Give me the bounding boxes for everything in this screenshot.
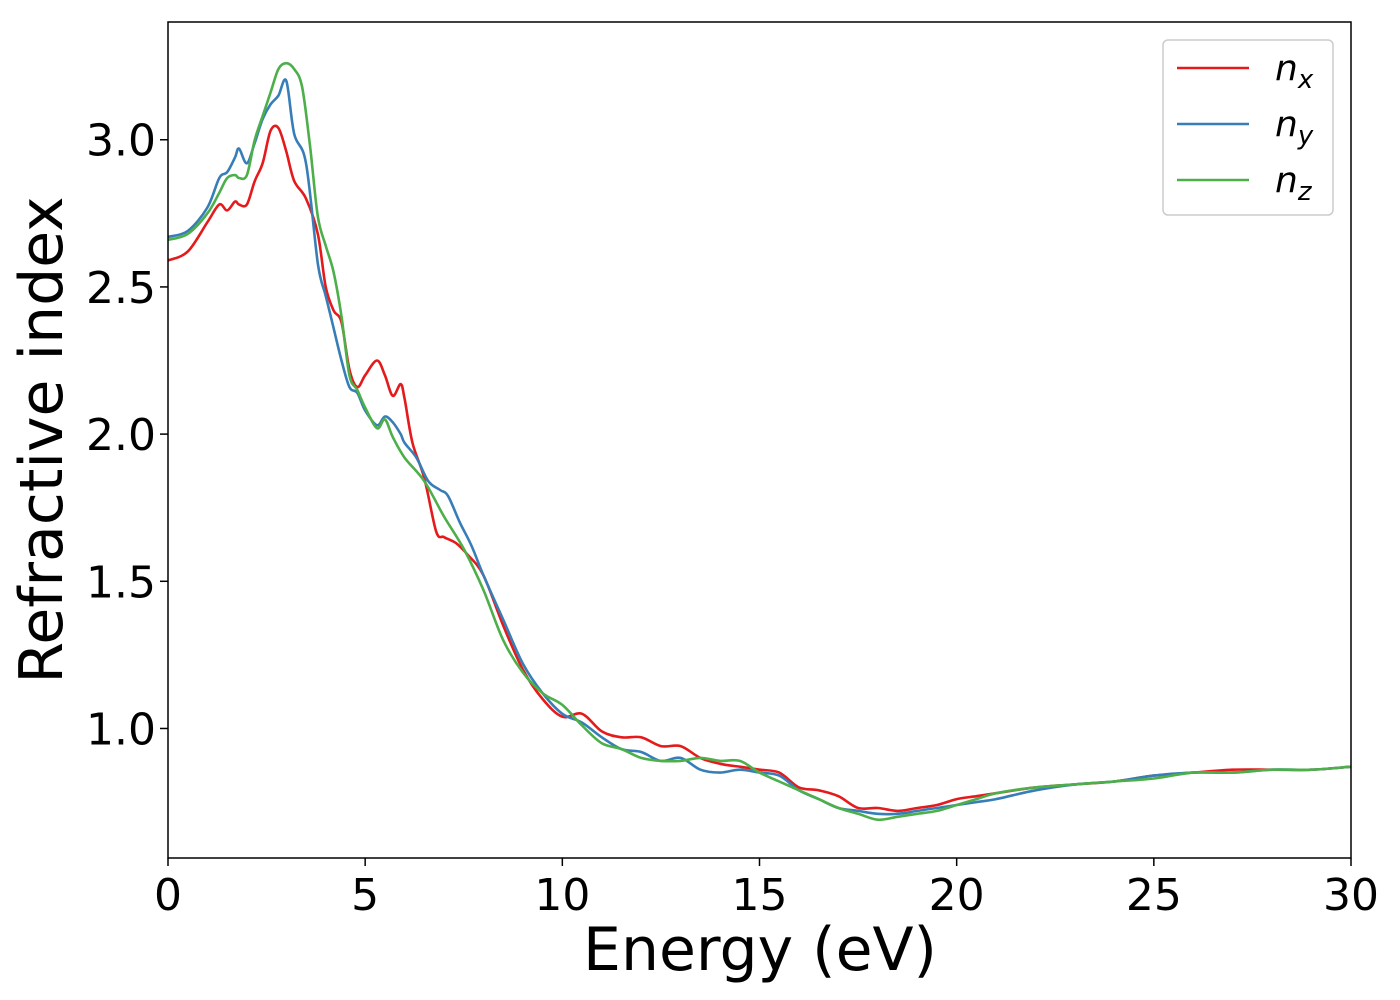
series-line-nx <box>168 124 1351 813</box>
legend-label-ny: ny <box>1275 104 1314 151</box>
y-tick-label: 2.5 <box>86 263 156 314</box>
x-tick-label: 30 <box>1323 870 1379 921</box>
y-tick-label: 1.0 <box>86 704 156 755</box>
x-tick-label: 15 <box>732 870 788 921</box>
legend-label-nx: nx <box>1275 48 1314 95</box>
x-tick-label: 5 <box>351 870 379 921</box>
x-tick-label: 25 <box>1126 870 1182 921</box>
y-tick-label: 2.0 <box>86 410 156 461</box>
x-tick-label: 0 <box>154 870 182 921</box>
series-line-nz <box>168 61 1351 822</box>
x-tick-label: 10 <box>534 870 590 921</box>
x-axis-ticks: 0 5 10 15 20 25 30 <box>154 858 1379 921</box>
y-axis-label: Refractive index <box>7 196 77 683</box>
y-tick-label: 3.0 <box>86 116 156 167</box>
y-axis-ticks: 1.0 1.5 2.0 2.5 3.0 <box>86 116 168 755</box>
x-axis-label: Energy (eV) <box>583 915 937 985</box>
x-tick-label: 20 <box>929 870 985 921</box>
y-tick-label: 1.5 <box>86 557 156 608</box>
legend-box <box>1162 39 1334 216</box>
plot-lines <box>168 61 1351 822</box>
